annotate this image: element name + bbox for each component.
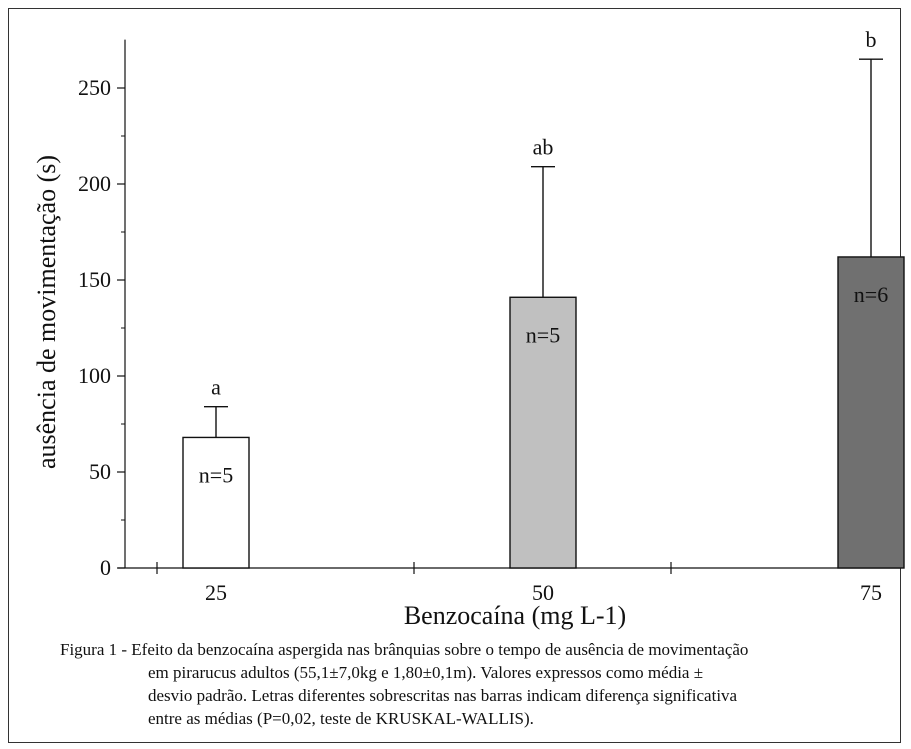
y-tick-label: 150 [78,267,111,292]
figure-caption: Figura 1 - Efeito da benzocaína aspergid… [60,638,895,730]
y-tick-label: 0 [100,555,111,580]
x-tick-label: 75 [860,580,882,605]
x-axis-title: Benzocaína (mg L-1) [404,601,626,630]
y-tick-label: 200 [78,171,111,196]
sample-size-label: n=5 [199,462,233,487]
significance-letter: a [211,375,221,400]
sample-size-label: n=5 [526,322,560,347]
caption-line-4: entre as médias (P=0,02, teste de KRUSKA… [148,709,534,728]
caption-line-3: desvio padrão. Letras diferentes sobresc… [148,686,738,705]
significance-letter: b [866,27,877,52]
caption-line-2: em pirarucus adultos (55,1±7,0kg e 1,80±… [148,663,704,682]
caption-line-1: Figura 1 - Efeito da benzocaína aspergid… [60,640,749,659]
bar-chart: 0 50 100 150 200 250 a n=5 25 ab n=5 50 b n=6 75 ausê… [32,27,905,630]
bar [182,436,250,569]
x-tick-label: 50 [532,580,554,605]
y-tick-label: 250 [78,75,111,100]
bar [509,296,577,569]
bars: a n=5 25 ab n=5 50 b n=6 75 [182,27,905,605]
y-tick-label: 100 [78,363,111,388]
bar [837,256,905,569]
y-tick-label: 50 [89,459,111,484]
y-axis-title: ausência de movimentação (s) [32,155,61,469]
sample-size-label: n=6 [854,282,888,307]
x-tick-label: 25 [205,580,227,605]
axes: 0 50 100 150 200 250 [78,39,900,580]
significance-letter: ab [533,135,554,160]
